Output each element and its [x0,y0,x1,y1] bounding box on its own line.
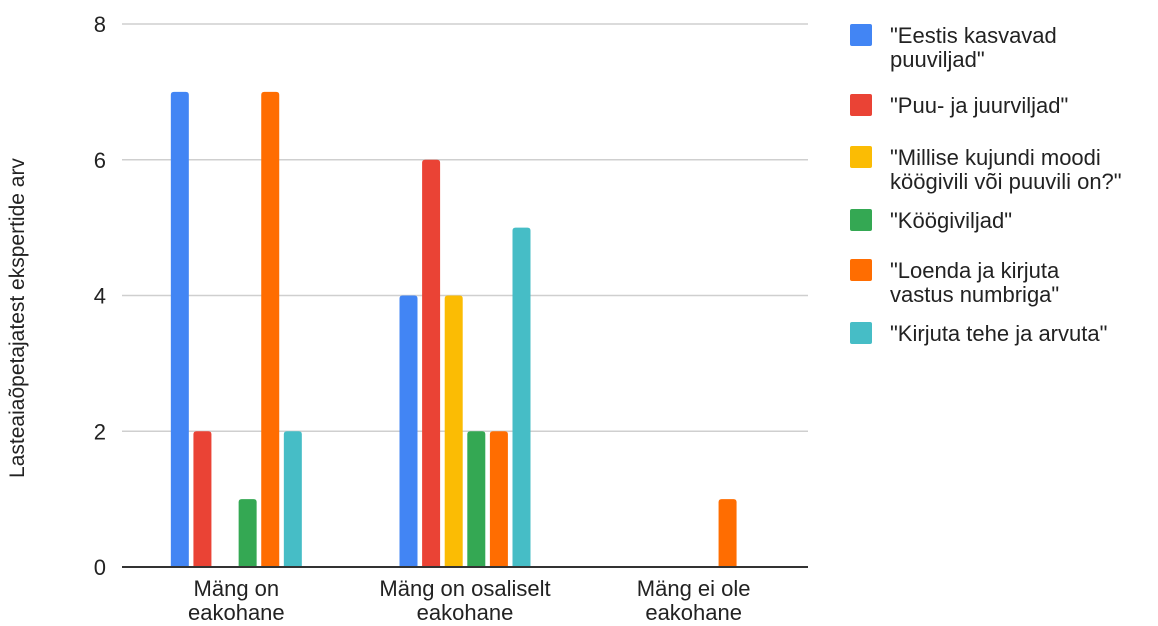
y-tick-label: 2 [94,419,106,444]
legend-label: "Köögiviljad" [890,208,1012,233]
legend-swatch [850,322,872,344]
legend-label: köögivili või puuvili on?" [890,169,1122,194]
gridlines [122,23,808,432]
x-category-label: eakohane [645,600,742,625]
y-tick-label: 0 [94,555,106,580]
bar [512,227,531,567]
legend-swatch [850,209,872,231]
bar [718,499,737,567]
bar [193,431,212,567]
legend-swatch [850,94,872,116]
bar [399,295,418,567]
legend-label: "Millise kujundi moodi [890,145,1101,170]
legend-swatch [850,259,872,281]
bar [467,431,486,567]
x-category-label: Mäng ei ole [637,576,751,601]
bar [283,431,302,567]
bar [444,295,463,567]
y-tick-label: 4 [94,284,106,309]
bars [170,91,737,567]
legend-label: "Eestis kasvavad [890,23,1057,48]
legend-swatch [850,24,872,46]
bar [238,499,257,567]
x-category-label: eakohane [188,600,285,625]
legend-label: "Kirjuta tehe ja arvuta" [890,321,1107,346]
legend-swatch [850,146,872,168]
bar [261,91,280,567]
legend-label: "Loenda ja kirjuta [890,258,1060,283]
legend-label: vastus numbriga" [890,282,1059,307]
legend-label: puuviljad" [890,47,985,72]
bar [170,91,189,567]
bar [489,431,508,567]
x-category-label: eakohane [417,600,514,625]
y-axis-ticks: 0 2 4 6 8 [94,12,106,580]
x-category-label: Mäng on [194,576,280,601]
legend-label: "Puu- ja juurviljad" [890,93,1068,118]
y-tick-label: 6 [94,148,106,173]
bar [422,159,441,567]
y-tick-label: 8 [94,12,106,37]
y-axis-label: Lasteaiaõpetajatest ekspertide arv [6,158,29,478]
x-category-label: Mäng on osaliselt [379,576,550,601]
